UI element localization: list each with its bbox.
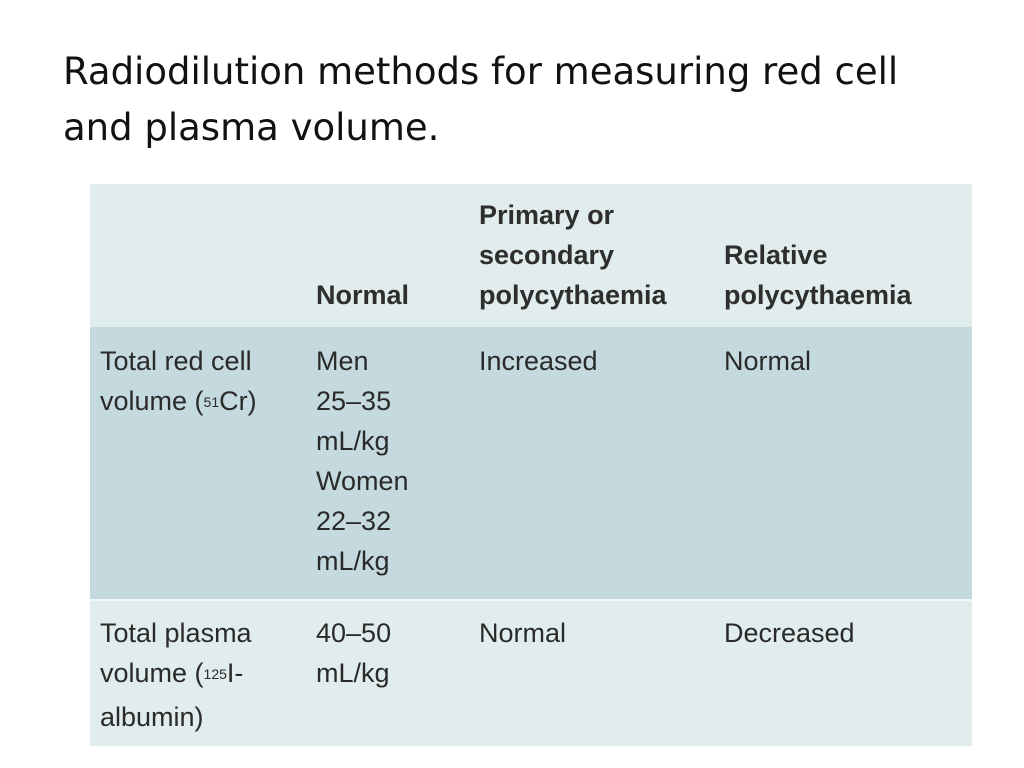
plasma-relative-cell: Decreased — [724, 613, 855, 653]
red-cell-normal-line-5: 22–32 — [316, 506, 392, 536]
slide-title: Radiodilution methods for measuring red … — [63, 44, 963, 156]
table-header-row: Normal Primary or secondary polycythaemi… — [90, 184, 972, 327]
header-primary-line-3: polycythaemia — [479, 280, 667, 310]
plasma-normal-line-2: mL/kg — [316, 658, 390, 688]
red-cell-label-line-2: volume (51Cr) — [100, 381, 257, 425]
row-divider — [90, 599, 972, 601]
plasma-normal-line-1: 40–50 — [316, 618, 392, 648]
plasma-label-line-2: volume (125I- — [100, 653, 252, 697]
red-cell-normal-line-1: Men — [316, 346, 369, 376]
header-cell-primary-secondary: Primary or secondary polycythaemia — [479, 195, 667, 315]
plasma-label-pre: volume ( — [100, 658, 204, 688]
plasma-isotope-mass: 125 — [203, 666, 227, 682]
red-cell-normal-line-2: 25–35 — [316, 386, 392, 416]
red-cell-normal-line-3: mL/kg — [316, 426, 390, 456]
red-cell-label-post: Cr) — [219, 386, 257, 416]
red-cell-relative-value: Normal — [724, 346, 812, 376]
table-row-plasma-volume: Total plasma volume (125I- albumin) 40–5… — [90, 601, 972, 746]
plasma-label-cell: Total plasma volume (125I- albumin) — [100, 613, 252, 737]
red-cell-label-cell: Total red cell volume (51Cr) — [100, 341, 257, 425]
plasma-relative-value: Decreased — [724, 618, 855, 648]
plasma-primary-cell: Normal — [479, 613, 566, 653]
red-cell-primary-value: Increased — [479, 346, 598, 376]
header-primary-line-1: Primary or — [479, 200, 615, 230]
red-cell-primary-cell: Increased — [479, 341, 598, 381]
red-cell-isotope-mass: 51 — [203, 394, 220, 410]
table-row-red-cell-volume: Total red cell volume (51Cr) Men 25–35 m… — [90, 327, 972, 599]
polycythaemia-volume-table: Normal Primary or secondary polycythaemi… — [90, 184, 972, 746]
header-relative-line-1: Relative — [724, 240, 828, 270]
red-cell-label-line-1: Total red cell — [100, 346, 252, 376]
header-cell-normal: Normal — [316, 275, 409, 315]
plasma-label-line-1: Total plasma — [100, 618, 252, 648]
header-cell-relative: Relative polycythaemia — [724, 235, 912, 315]
red-cell-normal-line-6: mL/kg — [316, 546, 390, 576]
header-relative-line-2: polycythaemia — [724, 280, 912, 310]
red-cell-normal-line-4: Women — [316, 466, 409, 496]
plasma-primary-value: Normal — [479, 618, 567, 648]
red-cell-normal-cell: Men 25–35 mL/kg Women 22–32 mL/kg — [316, 341, 409, 581]
slide-title-line-2: and plasma volume. — [63, 106, 440, 149]
header-normal-text: Normal — [316, 280, 410, 310]
plasma-label-line-3: albumin) — [100, 702, 204, 732]
red-cell-relative-cell: Normal — [724, 341, 811, 381]
header-primary-line-2: secondary — [479, 240, 615, 270]
plasma-normal-cell: 40–50 mL/kg — [316, 613, 391, 693]
plasma-label-post: I- — [226, 658, 244, 688]
slide-title-line-1: Radiodilution methods for measuring red … — [63, 50, 899, 93]
red-cell-label-pre: volume ( — [100, 386, 204, 416]
